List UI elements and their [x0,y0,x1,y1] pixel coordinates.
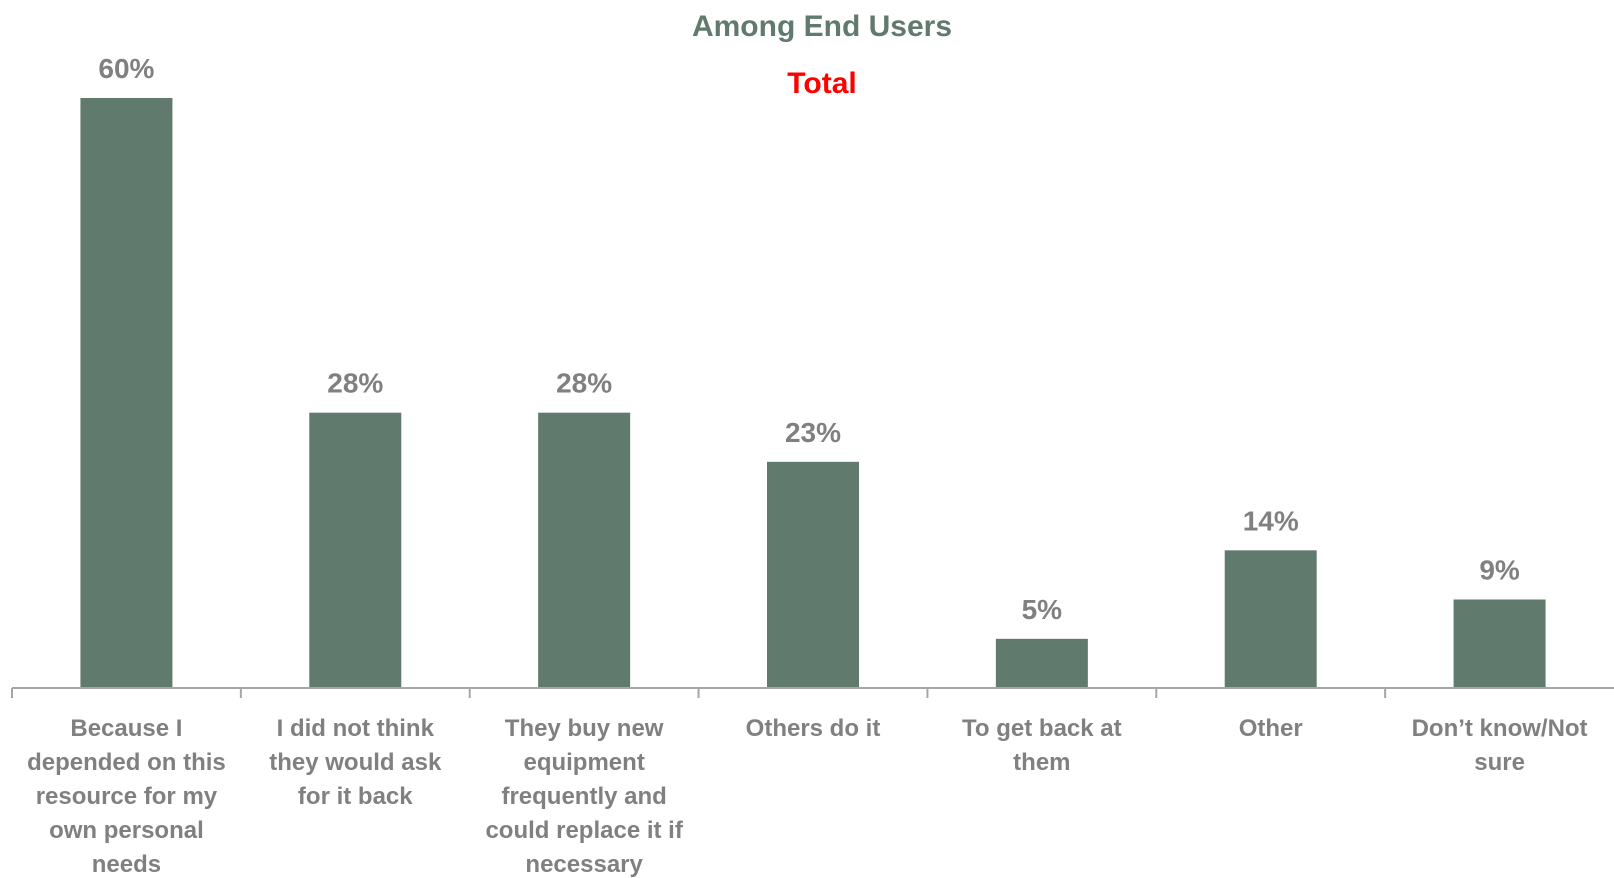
bar [995,638,1088,688]
bar [538,412,631,688]
chart-title: Among End Users [692,10,952,43]
chart-subtitle: Total [787,67,856,100]
data-label: 23% [785,417,841,448]
category-label: To get back at them [962,715,1122,776]
category-label: Other [1239,715,1303,742]
bars-group [80,98,1546,688]
category-label: I did not think they would ask for it back [269,715,442,810]
bar [767,461,859,688]
category-label: Don’t know/Not sure [1412,715,1588,776]
bar [1453,599,1546,688]
data-label: 5% [1022,594,1063,625]
data-label: 28% [327,368,383,399]
bar [1224,550,1317,688]
data-label: 28% [556,368,612,399]
category-label: Others do it [746,715,881,742]
bar [309,412,402,688]
value-labels-group: 60% 28% 28% 23% 5% 14% 9% [98,53,1520,625]
category-label: They buy new equipment frequently and could… [485,715,683,878]
data-label: 60% [98,53,154,84]
data-label: 9% [1479,555,1520,586]
bar [80,98,173,688]
data-label: 14% [1243,505,1299,536]
x-axis [11,687,1614,698]
